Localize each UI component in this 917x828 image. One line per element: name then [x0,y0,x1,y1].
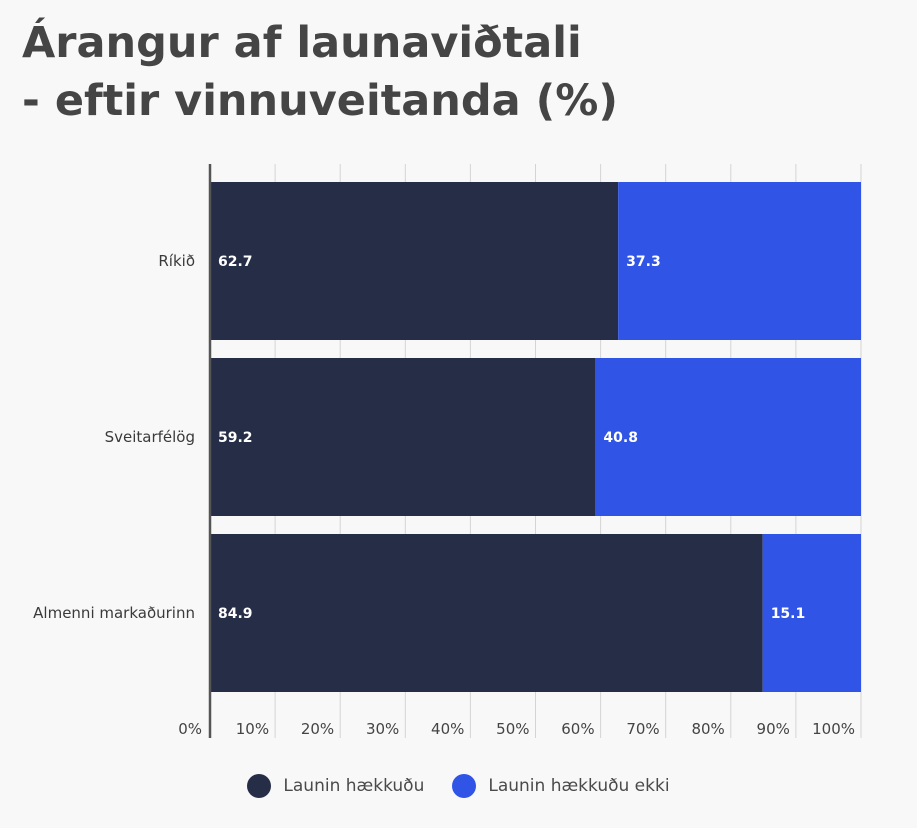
bar-segment [210,358,596,516]
legend-swatch-raised [247,774,272,798]
legend-label-not-raised: Launin hækkuðu ekki [488,776,670,796]
category-label: Sveitarfélög [105,428,195,446]
bar-segment [618,182,861,340]
x-tick-label: 30% [366,720,399,738]
category-label: Ríkið [158,252,195,270]
data-label: 40.8 [603,430,638,446]
data-label: 84.9 [218,606,253,622]
x-tick-label: 60% [561,720,594,738]
bar-segment [210,534,763,692]
x-tick-label: 70% [626,720,659,738]
bars: 62.7 37.3 59.2 40.8 84.9 15.1 [210,182,861,692]
legend-item-raised: Launin hækkuðu [247,774,424,798]
bar-segment [595,358,861,516]
chart-title: Árangur af launaviðtali - eftir vinnuvei… [22,14,902,130]
data-label: 59.2 [218,430,253,446]
legend-swatch-not-raised [452,774,477,798]
stacked-bar-chart: 62.7 37.3 59.2 40.8 84.9 15.1 Ríkið Sveitarfél… [33,164,862,738]
x-tick-label: 10% [236,720,269,738]
x-tick-label: 20% [301,720,334,738]
x-tick-label: 80% [691,720,724,738]
x-tick-label: 50% [496,720,529,738]
chart-title-line-2: - eftir vinnuveitanda (%) [22,76,619,126]
legend-item-not-raised: Launin hækkuðu ekki [452,774,670,798]
category-labels: Ríkið Sveitarfélög Almenni markaðurinn [33,252,195,622]
x-tick-label: 90% [757,720,790,738]
data-label: 15.1 [771,606,806,622]
x-tick-label: 40% [431,720,464,738]
data-label: 62.7 [218,254,253,270]
chart-title-line-1: Árangur af launaviðtali [22,18,582,68]
data-label: 37.3 [626,254,661,270]
x-tick-label: 100% [812,720,855,738]
legend: Launin hækkuðu Launin hækkuðu ekki [0,774,917,798]
bar-segment [210,182,619,340]
legend-label-raised: Launin hækkuðu [283,776,425,796]
x-tick-label: 0% [178,720,202,738]
x-tick-labels: 0% 10% 20% 30% 40% 50% 60% 70% 80% 90% 100% [178,720,855,738]
bar-segment [762,534,861,692]
category-label: Almenni markaðurinn [33,604,195,622]
